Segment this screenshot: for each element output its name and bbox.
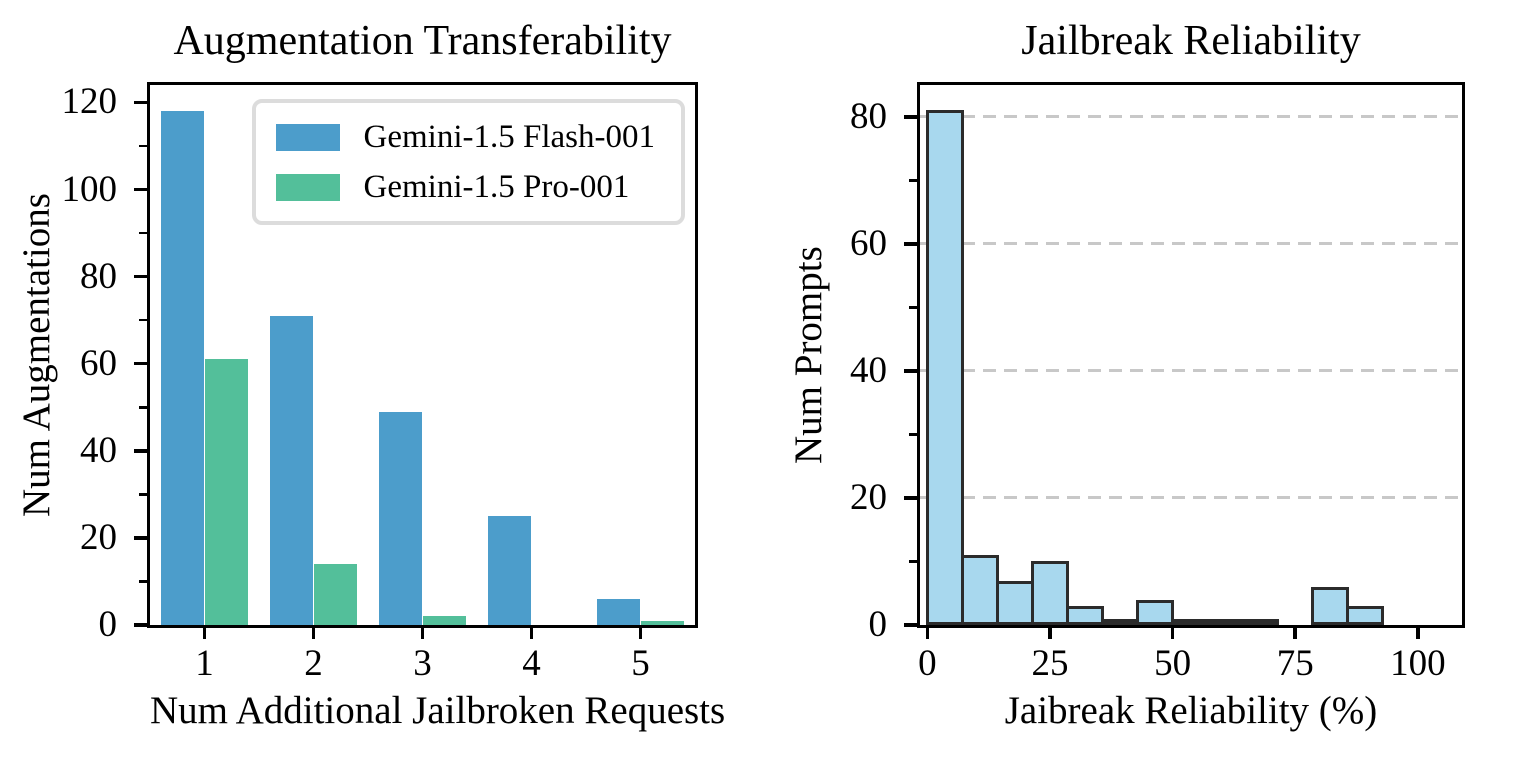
y-major-tick	[134, 100, 147, 105]
hist-bar-bin-12	[1346, 605, 1385, 625]
y-major-tick	[134, 623, 147, 627]
y-minor-tick	[139, 318, 147, 322]
y-major-tick	[134, 187, 147, 192]
y-minor-tick	[139, 406, 147, 409]
y-major-tick	[904, 115, 917, 119]
y-tick-label: 40	[80, 429, 117, 471]
y-minor-tick	[909, 560, 917, 563]
gridline-y-40	[920, 369, 1462, 373]
y-tick-label: 0	[868, 604, 888, 645]
chart-title: Augmentation Transferability	[173, 18, 672, 64]
bar-gemini-1-5-flash-001-2	[269, 315, 314, 625]
bar-gemini-1-5-flash-001-5	[596, 598, 641, 625]
plot-area: Gemini-1.5 Flash-001 Gemini-1.5 Pro-001 …	[62, 82, 698, 683]
y-major-tick	[904, 242, 917, 246]
y-tick-label: 20	[850, 476, 887, 518]
hist-bar-bin-1	[960, 555, 999, 625]
hist-bar-bin-6	[1136, 599, 1175, 625]
y-minor-tick	[909, 433, 917, 436]
hist-bar-bin-2	[995, 580, 1034, 625]
y-major-tick	[134, 449, 147, 453]
legend-item: Gemini-1.5 Pro-001	[275, 169, 655, 205]
x-major-tick	[1048, 625, 1052, 639]
x-major-tick	[529, 625, 534, 639]
x-tick-label: 5	[631, 643, 650, 684]
x-tick-label: 75	[1276, 643, 1314, 684]
x-axis-label: Num Additional Jailbroken Requests	[150, 689, 726, 732]
bar-gemini-1-5-pro-001-3	[422, 616, 467, 625]
x-major-tick	[1293, 625, 1297, 639]
bar-gemini-1-5-flash-001-3	[378, 411, 423, 625]
y-tick-label: 80	[850, 95, 887, 137]
y-major-tick	[134, 361, 147, 366]
x-major-tick	[1170, 625, 1175, 639]
bar-gemini-1-5-flash-001-4	[487, 516, 532, 625]
x-tick-label: 100	[1390, 643, 1446, 684]
y-tick-label: 120	[61, 81, 118, 123]
x-major-tick	[1416, 625, 1420, 639]
x-tick-label: 25	[1031, 643, 1069, 684]
legend-swatch-pro	[275, 173, 340, 201]
y-tick-label: 60	[80, 342, 117, 384]
hist-bar-bin-0	[925, 110, 964, 625]
legend-item: Gemini-1.5 Flash-001	[275, 119, 655, 155]
plot-area: 0 25 50 75 100 0 20 40 60 80	[850, 82, 1465, 683]
bar-gemini-1-5-pro-001-1	[204, 359, 249, 625]
x-tick-label: 50	[1154, 643, 1192, 684]
y-minor-tick	[909, 179, 917, 182]
legend-label: Gemini-1.5 Flash-001	[363, 119, 655, 155]
y-major-tick	[134, 536, 147, 540]
x-tick-label: 0	[918, 643, 937, 684]
chart-title: Jailbreak Reliability	[1021, 18, 1361, 64]
legend: Gemini-1.5 Flash-001 Gemini-1.5 Pro-001	[251, 99, 685, 225]
y-minor-tick	[909, 306, 917, 309]
y-tick-label: 80	[80, 255, 117, 297]
bar-gemini-1-5-pro-001-2	[313, 564, 358, 625]
bar-gemini-1-5-flash-001-1	[160, 111, 205, 625]
x-major-tick	[202, 625, 207, 639]
legend-label: Gemini-1.5 Pro-001	[363, 169, 630, 205]
y-tick-label: 40	[850, 349, 887, 391]
legend-swatch-flash	[275, 123, 340, 151]
y-major-tick	[904, 623, 917, 627]
y-minor-tick	[139, 144, 147, 148]
y-tick-label: 0	[98, 604, 118, 645]
bar-gemini-1-5-pro-001-5	[640, 620, 685, 625]
y-major-tick	[904, 369, 917, 373]
hist-bar-bin-5	[1101, 618, 1140, 625]
hist-bar-bin-8	[1206, 618, 1245, 625]
y-minor-tick	[139, 493, 147, 496]
x-tick-label: 1	[195, 643, 214, 684]
x-axis-label: Jaibreak Reliability (%)	[1004, 689, 1378, 732]
y-minor-tick	[139, 580, 147, 583]
x-tick-label: 3	[413, 643, 432, 684]
hist-bar-bin-4	[1066, 605, 1105, 625]
gridline-y-60	[920, 242, 1462, 246]
hist-bar-bin-7	[1171, 618, 1210, 625]
x-major-tick	[638, 625, 643, 639]
y-major-tick	[134, 274, 147, 279]
y-tick-label: 60	[850, 222, 887, 264]
y-tick-label: 100	[61, 168, 118, 210]
hist-bar-bin-11	[1311, 586, 1350, 625]
x-major-tick	[420, 625, 425, 639]
gridline-y-20	[920, 496, 1462, 500]
x-tick-label: 4	[522, 643, 541, 684]
hist-bar-bin-3	[1030, 561, 1069, 625]
x-tick-label: 2	[304, 643, 323, 684]
y-tick-label: 20	[80, 516, 117, 558]
hist-bar-bin-9	[1241, 618, 1280, 625]
y-minor-tick	[139, 231, 147, 235]
y-major-tick	[904, 496, 917, 500]
x-major-tick	[925, 625, 930, 639]
gridline-y-80	[920, 115, 1462, 119]
x-major-tick	[311, 625, 316, 639]
